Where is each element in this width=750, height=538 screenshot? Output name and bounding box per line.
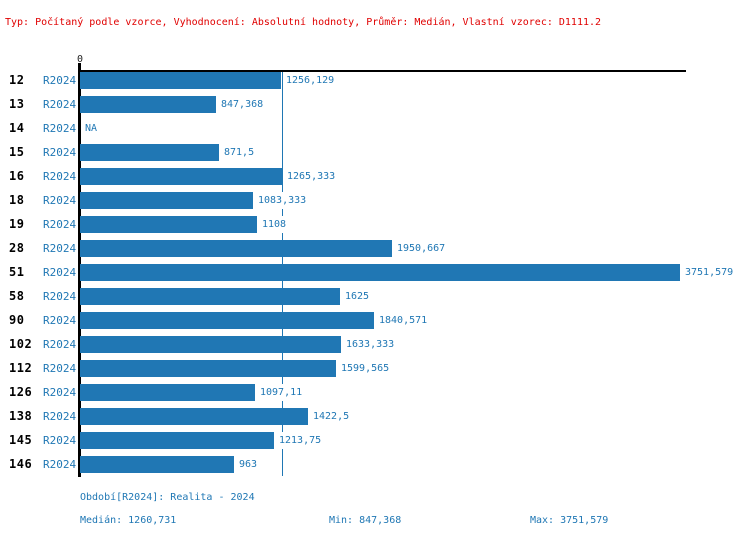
bar: [80, 264, 680, 281]
row-series-label: R2024: [43, 218, 77, 231]
bar-value-label: NA: [84, 120, 99, 137]
chart-row: 126 R2024 1097,11: [0, 384, 750, 408]
bar-value-label: 1083,333: [257, 192, 308, 209]
chart-row: 145 R2024 1213,75: [0, 432, 750, 456]
bar: [80, 456, 234, 473]
row-category-label: 146: [9, 457, 33, 471]
chart-row: 138 R2024 1422,5: [0, 408, 750, 432]
row-category-label: 15: [9, 145, 25, 159]
bar-rows: 12 R2024 1256,129 13 R2024 847,368 14 R2024 NA 15…: [0, 70, 750, 480]
row-series-label: R2024: [43, 290, 77, 303]
bar-value-label: 3751,579: [684, 264, 735, 281]
row-category-label: 14: [9, 121, 25, 135]
chart-row: 146 R2024 963: [0, 456, 750, 480]
chart-row: 19 R2024 1108: [0, 216, 750, 240]
bar: [80, 360, 336, 377]
bar-value-label: 1599,565: [340, 360, 391, 377]
chart-row: 16 R2024 1265,333: [0, 168, 750, 192]
period-label: Období[R2024]: Realita - 2024: [80, 492, 255, 503]
row-category-label: 138: [9, 409, 33, 423]
row-category-label: 12: [9, 73, 25, 87]
row-category-label: 28: [9, 241, 25, 255]
row-series-label: R2024: [43, 74, 77, 87]
axis-zero-label: 0: [76, 54, 84, 65]
max-stat: Max: 3751,579: [530, 515, 609, 526]
chart-row: 18 R2024 1083,333: [0, 192, 750, 216]
chart-row: 102 R2024 1633,333: [0, 336, 750, 360]
row-category-label: 58: [9, 289, 25, 303]
row-category-label: 145: [9, 433, 33, 447]
bar-value-label: 847,368: [220, 96, 265, 113]
bar: [80, 384, 255, 401]
row-category-label: 19: [9, 217, 25, 231]
min-stat: Min: 847,368: [329, 515, 402, 526]
row-category-label: 90: [9, 313, 25, 327]
chart-row: 58 R2024 1625: [0, 288, 750, 312]
bar-value-label: 963: [238, 456, 259, 473]
bar-value-label: 1633,333: [345, 336, 396, 353]
row-series-label: R2024: [43, 314, 77, 327]
chart-row: 13 R2024 847,368: [0, 96, 750, 120]
bar-value-label: 1256,129: [285, 72, 336, 89]
bar-value-label: 1950,667: [396, 240, 447, 257]
report-settings-line: Typ: Počítaný podle vzorce, Vyhodnocení:…: [5, 17, 602, 28]
bar-value-label: 1265,333: [286, 168, 337, 185]
bar-value-label: 1108: [261, 216, 288, 233]
chart-row: 12 R2024 1256,129: [0, 72, 750, 96]
median-stat: Medián: 1260,731: [80, 515, 177, 526]
row-series-label: R2024: [43, 122, 77, 135]
row-category-label: 13: [9, 97, 25, 111]
row-series-label: R2024: [43, 362, 77, 375]
bar-value-label: 1840,571: [378, 312, 429, 329]
bar-value-label: 1097,11: [259, 384, 304, 401]
bar-value-label: 1625: [344, 288, 371, 305]
chart-row: 14 R2024 NA: [0, 120, 750, 144]
row-series-label: R2024: [43, 434, 77, 447]
y-axis-line: [78, 63, 81, 477]
bar: [80, 432, 274, 449]
row-series-label: R2024: [43, 386, 77, 399]
bar: [80, 144, 219, 161]
bar: [80, 312, 374, 329]
bar-value-label: 1422,5: [312, 408, 351, 425]
bar-value-label: 1213,75: [278, 432, 323, 449]
row-category-label: 112: [9, 361, 33, 375]
bar: [80, 96, 216, 113]
row-category-label: 126: [9, 385, 33, 399]
row-category-label: 16: [9, 169, 25, 183]
bar: [80, 288, 340, 305]
row-series-label: R2024: [43, 266, 77, 279]
chart-row: 90 R2024 1840,571: [0, 312, 750, 336]
row-category-label: 51: [9, 265, 25, 279]
bar: [80, 72, 281, 89]
chart-row: 112 R2024 1599,565: [0, 360, 750, 384]
chart-row: 28 R2024 1950,667: [0, 240, 750, 264]
bar: [80, 168, 282, 185]
bar-value-label: 871,5: [223, 144, 256, 161]
bar: [80, 240, 392, 257]
row-series-label: R2024: [43, 170, 77, 183]
row-series-label: R2024: [43, 338, 77, 351]
row-series-label: R2024: [43, 242, 77, 255]
row-category-label: 102: [9, 337, 33, 351]
bar: [80, 216, 257, 233]
bar: [80, 336, 341, 353]
bar: [80, 408, 308, 425]
chart-row: 15 R2024 871,5: [0, 144, 750, 168]
bar: [80, 192, 253, 209]
row-series-label: R2024: [43, 410, 77, 423]
row-series-label: R2024: [43, 194, 77, 207]
row-series-label: R2024: [43, 458, 77, 471]
row-series-label: R2024: [43, 98, 77, 111]
row-category-label: 18: [9, 193, 25, 207]
chart-row: 51 R2024 3751,579: [0, 264, 750, 288]
x-axis-line: [79, 70, 686, 72]
row-series-label: R2024: [43, 146, 77, 159]
